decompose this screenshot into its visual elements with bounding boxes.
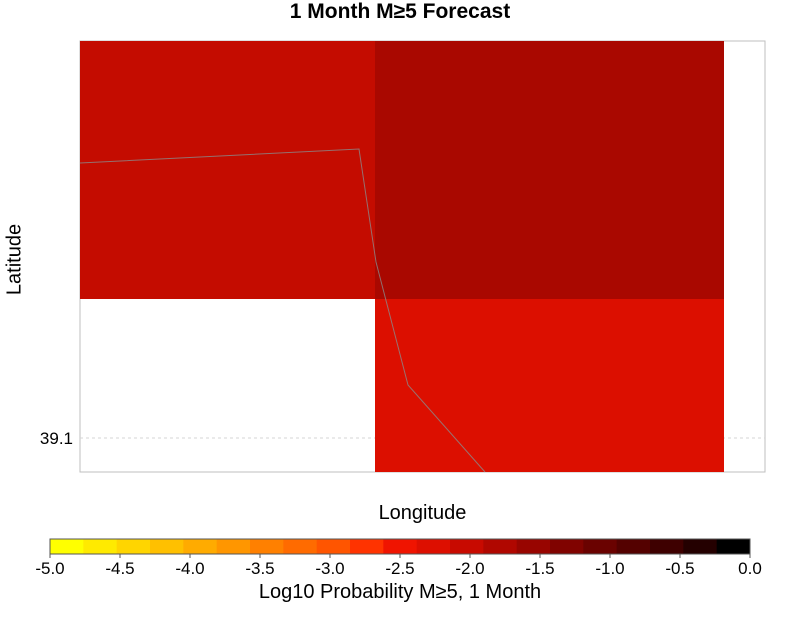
colorbar-swatch — [716, 539, 751, 554]
colorbar-swatch — [516, 539, 551, 554]
colorbar-swatch — [150, 539, 184, 554]
colorbar-swatch — [383, 539, 418, 554]
colorbar-tick-label: -0.5 — [665, 559, 694, 578]
colorbar-swatch — [583, 539, 618, 554]
colorbar-tick-label: -1.0 — [595, 559, 624, 578]
colorbar-swatch — [450, 539, 484, 554]
colorbar-tick-label: -2.5 — [385, 559, 414, 578]
colorbar-ticks: -5.0 -4.5 -4.0 -3.5 -3.0 -2.5 -2.0 -1.5 -1.0 -0.5… — [35, 554, 762, 578]
colorbar-swatch — [483, 539, 518, 554]
colorbar-swatch — [316, 539, 351, 554]
colorbar-swatch — [350, 539, 384, 554]
colorbar-swatches — [50, 539, 751, 554]
colorbar-swatch — [683, 539, 718, 554]
chart-title: 1 Month M≥5 Forecast — [289, 0, 511, 23]
heatmap-cell-upper-right — [375, 41, 724, 299]
colorbar-swatch — [283, 539, 318, 554]
colorbar-swatch — [616, 539, 651, 554]
y-tick-label: 39.1 — [40, 429, 73, 448]
colorbar-swatch — [183, 539, 218, 554]
colorbar-swatch — [416, 539, 451, 554]
heatmap-plot: 39.1 — [40, 40, 766, 473]
heatmap-cell-lower-right — [375, 299, 724, 472]
colorbar-swatch — [216, 539, 251, 554]
colorbar-label: Log10 Probability M≥5, 1 Month — [258, 581, 542, 603]
colorbar-tick-label: -4.5 — [105, 559, 134, 578]
colorbar-tick-label: -3.0 — [315, 559, 344, 578]
colorbar-tick-label: -2.0 — [455, 559, 484, 578]
boundary-line — [79, 148, 486, 473]
colorbar: -5.0 -4.5 -4.0 -3.5 -3.0 -2.5 -2.0 -1.5 -1.0 -0.5… — [35, 538, 762, 578]
colorbar-swatch — [550, 539, 584, 554]
x-axis-label: Longitude — [378, 502, 467, 524]
colorbar-tick-label: -4.0 — [175, 559, 204, 578]
colorbar-swatch — [50, 539, 84, 554]
colorbar-swatch — [650, 539, 684, 554]
colorbar-swatch — [83, 539, 118, 554]
colorbar-tick-label: -1.5 — [525, 559, 554, 578]
colorbar-swatch — [250, 539, 284, 554]
heatmap-cell-upper-left — [80, 41, 375, 299]
colorbar-tick-label: -3.5 — [245, 559, 274, 578]
colorbar-tick-label: 0.0 — [738, 559, 762, 578]
y-axis-label: Latitude — [3, 223, 26, 296]
colorbar-tick-label: -5.0 — [35, 559, 64, 578]
colorbar-swatch — [116, 539, 151, 554]
